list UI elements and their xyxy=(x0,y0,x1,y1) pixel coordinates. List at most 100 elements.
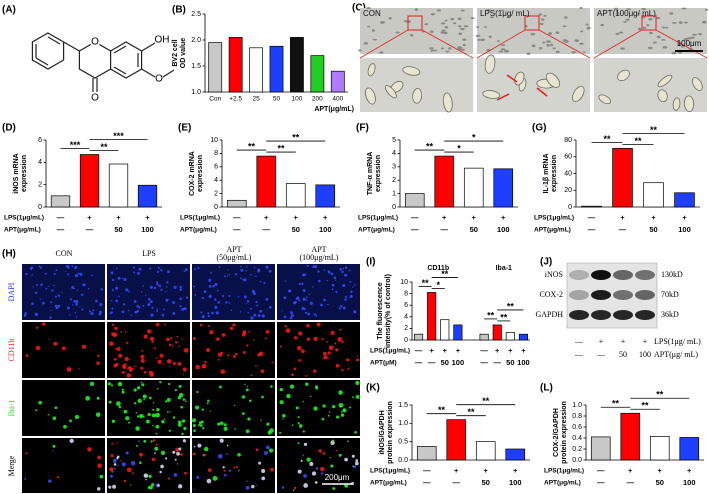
signal xyxy=(342,284,346,288)
signal xyxy=(356,358,360,362)
y-tick-label: 0.2 xyxy=(572,446,582,453)
signal xyxy=(286,393,291,399)
scale-bar-label: 100μm xyxy=(677,39,702,48)
signal xyxy=(192,424,196,428)
signal xyxy=(149,336,155,341)
cell xyxy=(457,17,462,21)
signal xyxy=(265,330,270,334)
cell xyxy=(477,38,482,41)
cell xyxy=(358,49,362,52)
signal xyxy=(298,282,301,286)
signal xyxy=(235,465,238,468)
signal xyxy=(113,463,117,466)
signal xyxy=(217,358,220,361)
signal xyxy=(242,351,246,355)
cell xyxy=(475,34,481,37)
signal xyxy=(291,314,295,318)
signal xyxy=(297,416,300,419)
signal xyxy=(306,324,310,328)
signal xyxy=(120,460,122,462)
signal xyxy=(146,334,148,336)
cell xyxy=(546,40,551,43)
y-tick-label: 10 xyxy=(400,279,408,286)
condition-mark: 100 xyxy=(497,225,510,234)
signal xyxy=(179,285,182,289)
signal xyxy=(110,311,113,314)
signal xyxy=(263,281,266,284)
condition-mark: — xyxy=(588,213,596,222)
signal xyxy=(179,305,182,308)
signal xyxy=(67,264,70,268)
signal xyxy=(69,298,72,301)
signal xyxy=(347,440,349,442)
signal xyxy=(232,323,236,327)
signal xyxy=(48,479,52,483)
condition-name: APT(μg/mL) xyxy=(180,227,217,234)
y-axis-label: BV2 cell xyxy=(172,39,179,66)
signal xyxy=(128,367,133,372)
signal xyxy=(216,289,219,292)
signal xyxy=(312,286,314,288)
signal xyxy=(85,395,90,401)
condition-mark: — xyxy=(627,478,635,487)
signal xyxy=(110,454,114,458)
signal xyxy=(110,384,114,387)
signal xyxy=(41,322,46,326)
signal xyxy=(147,486,151,489)
signal xyxy=(196,475,200,479)
x-tick-label: +2.5 xyxy=(229,96,242,103)
signal xyxy=(291,373,294,377)
condition-mark: 100 xyxy=(639,350,651,359)
y-tick-label: 0.4 xyxy=(572,435,582,442)
signal xyxy=(156,283,159,286)
condition-name: APT(μg/ mL) xyxy=(654,350,698,359)
signal xyxy=(279,345,283,348)
column-header: APT xyxy=(311,245,326,254)
signal xyxy=(202,365,205,369)
condition-mark: 50 xyxy=(656,478,664,487)
signal xyxy=(181,338,183,340)
signal xyxy=(308,293,310,296)
signal xyxy=(136,304,139,308)
signal xyxy=(137,398,142,403)
signal xyxy=(199,424,203,427)
signal xyxy=(192,336,196,340)
condition-mark: + xyxy=(651,213,656,222)
bar xyxy=(518,333,528,341)
condition-mark: + xyxy=(508,346,513,355)
signal xyxy=(330,272,334,276)
significance-label: ** xyxy=(482,396,490,406)
fluorescence-image xyxy=(107,438,190,493)
signal xyxy=(237,296,240,298)
signal xyxy=(71,285,75,289)
signal xyxy=(294,300,297,304)
signal xyxy=(35,345,41,351)
panel-label: (L) xyxy=(540,383,553,394)
panel-label: (B) xyxy=(172,5,186,16)
cell xyxy=(648,46,653,50)
signal xyxy=(111,299,113,302)
signal xyxy=(177,395,182,400)
zoom-line xyxy=(593,29,643,59)
signal xyxy=(145,419,150,424)
signal xyxy=(51,289,54,292)
signal xyxy=(335,415,340,419)
signal xyxy=(355,380,360,386)
signal xyxy=(285,328,291,333)
cell xyxy=(665,26,669,29)
bar xyxy=(590,436,611,461)
signal xyxy=(141,383,145,387)
signal xyxy=(137,386,141,390)
column-header: (50μg/mL) xyxy=(217,253,252,262)
signal xyxy=(117,381,123,387)
signal xyxy=(165,290,167,293)
panel-label: (K) xyxy=(366,383,380,394)
signal xyxy=(54,406,58,410)
signal xyxy=(133,402,137,405)
cell xyxy=(538,13,543,16)
cell xyxy=(542,41,546,44)
signal xyxy=(149,300,153,304)
signal xyxy=(302,454,305,457)
signal xyxy=(97,455,101,460)
signal xyxy=(306,457,311,462)
